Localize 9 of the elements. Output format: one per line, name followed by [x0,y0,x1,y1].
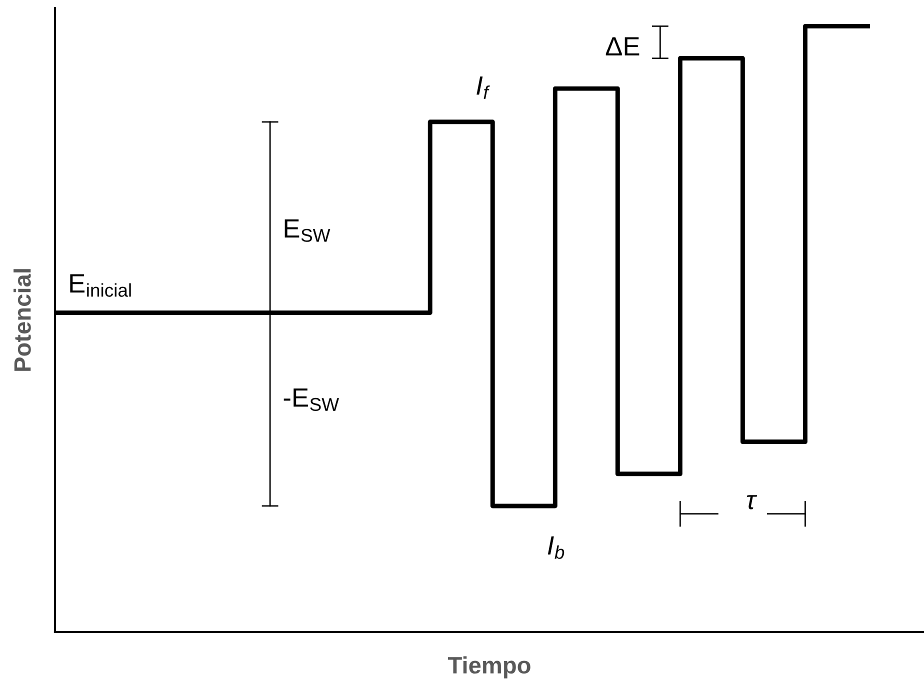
annotation: E$_{inicial}$ [70,274,131,297]
annotation: τ [746,495,758,510]
y-axis-title: Potencial [14,269,31,371]
annotation: I$_{f}$ [476,76,490,99]
annotation: I$_{b}$ [548,536,564,559]
annotation: ΔE [606,37,640,56]
annotation: E$_{SW}$ [284,219,330,242]
x-axis-title: Tiempo [448,656,530,678]
annotation: -E$_{SW}$ [284,388,340,412]
